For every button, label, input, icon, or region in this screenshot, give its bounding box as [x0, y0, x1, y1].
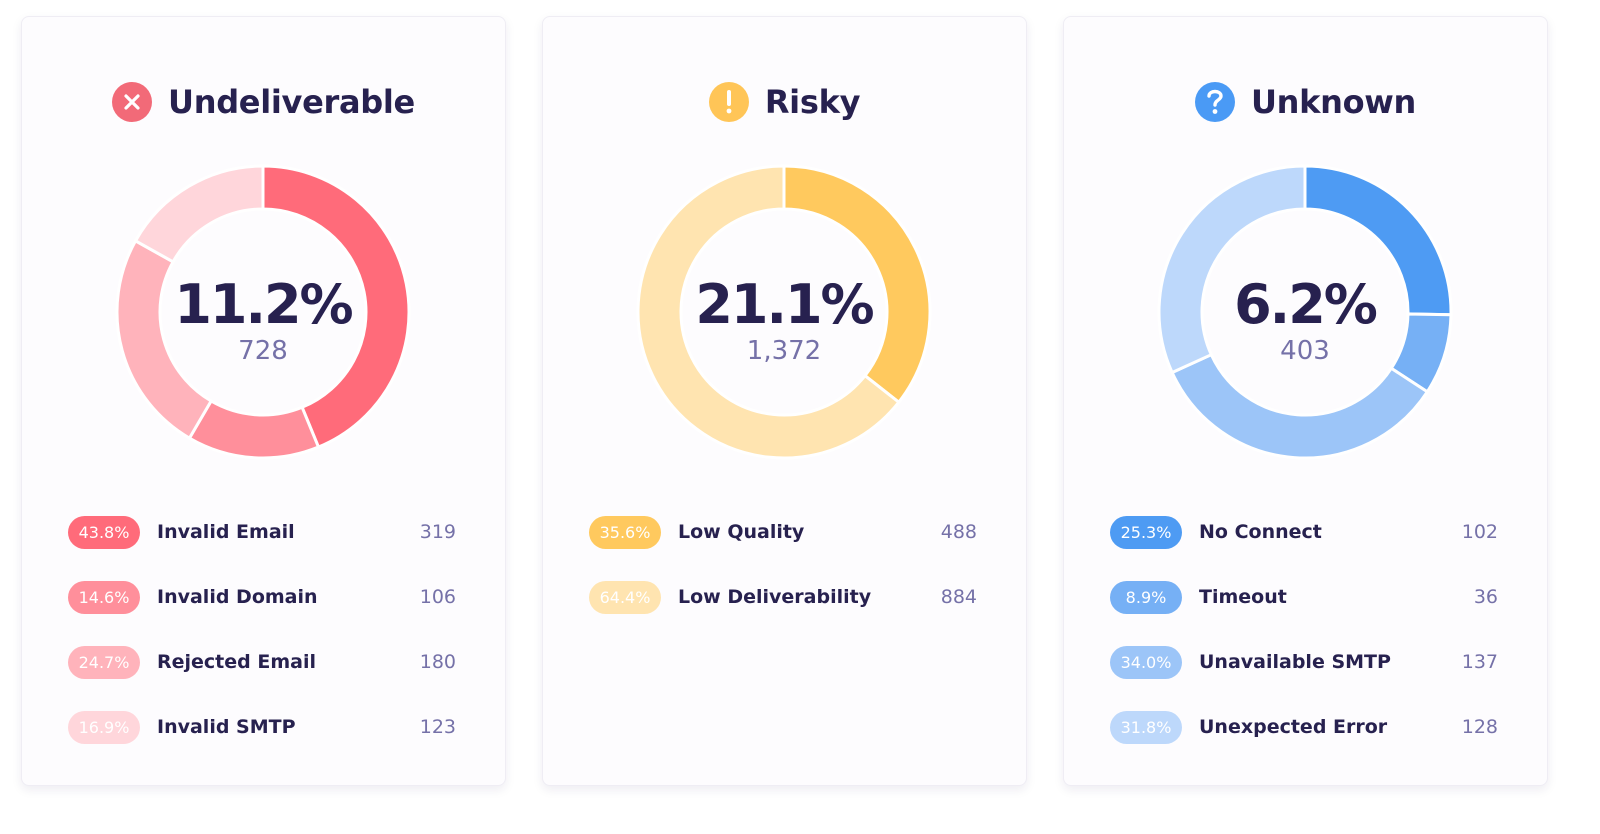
donut-segment	[636, 164, 901, 460]
unknown-card: Unknown 6.2% 403 25.3% No Connect 102 8.…	[1063, 16, 1548, 786]
legend-label: Invalid SMTP	[157, 716, 296, 738]
legend-label: Unavailable SMTP	[1199, 651, 1391, 673]
donut-chart: 21.1% 1,372	[629, 157, 939, 467]
legend-row: 31.8% Unexpected Error 128	[1110, 711, 1498, 745]
legend-label: Invalid Email	[157, 521, 295, 543]
legend-count: 137	[1461, 651, 1498, 673]
legend-row: 16.9% Invalid SMTP 123	[68, 711, 456, 745]
legend-count: 102	[1461, 521, 1498, 543]
risky-card: Risky 21.1% 1,372 35.6% Low Quality 488 …	[542, 16, 1027, 786]
legend-row: 64.4% Low Deliverability 884	[589, 581, 977, 615]
percent-badge: 25.3%	[1110, 516, 1182, 549]
legend-label: Timeout	[1199, 586, 1287, 608]
legend-count: 106	[419, 586, 456, 608]
legend-count: 319	[419, 521, 456, 543]
donut-chart: 11.2% 728	[108, 157, 418, 467]
legend-row: 25.3% No Connect 102	[1110, 516, 1498, 550]
legend-row: 35.6% Low Quality 488	[589, 516, 977, 550]
legend-row: 14.6% Invalid Domain 106	[68, 581, 456, 615]
percent-badge: 31.8%	[1110, 711, 1182, 744]
percent-badge: 34.0%	[1110, 646, 1182, 679]
legend-count: 36	[1473, 586, 1498, 608]
exclamation-circle-icon	[708, 82, 749, 122]
legend-label: Invalid Domain	[157, 586, 318, 608]
legend-row: 43.8% Invalid Email 319	[68, 516, 456, 550]
card-header: Undeliverable	[22, 79, 505, 125]
percent-badge: 35.6%	[589, 516, 661, 549]
percent-badge: 8.9%	[1110, 581, 1182, 614]
legend-label: Unexpected Error	[1199, 716, 1388, 738]
percent-badge: 24.7%	[68, 646, 140, 679]
donut-percent: 11.2%	[174, 273, 353, 336]
legend-label: Rejected Email	[157, 651, 316, 673]
legend-count: 180	[419, 651, 456, 673]
percent-badge: 16.9%	[68, 711, 140, 744]
x-circle-icon	[112, 82, 153, 122]
donut-percent: 6.2%	[1234, 273, 1378, 336]
donut-count: 1,372	[746, 336, 822, 366]
donut-segment	[782, 164, 932, 405]
card-header: Unknown	[1064, 79, 1547, 125]
legend-count: 123	[419, 716, 456, 738]
card-title: Risky	[764, 83, 861, 121]
legend-row: 34.0% Unavailable SMTP 137	[1110, 646, 1498, 680]
legend-count: 884	[940, 586, 977, 608]
percent-badge: 43.8%	[68, 516, 140, 549]
donut-count: 728	[238, 336, 288, 366]
donut-segment	[1157, 164, 1307, 375]
legend-label: Low Quality	[678, 521, 805, 543]
legend-count: 488	[940, 521, 977, 543]
donut-segment	[261, 164, 411, 450]
undeliverable-card: Undeliverable 11.2% 728 43.8% Invalid Em…	[21, 16, 506, 786]
legend-row: 8.9% Timeout 36	[1110, 581, 1498, 615]
legend-label: Low Deliverability	[678, 586, 872, 608]
card-header: Risky	[543, 79, 1026, 125]
card-title: Undeliverable	[168, 83, 415, 121]
legend-label: No Connect	[1199, 521, 1322, 543]
donut-chart: 6.2% 403	[1150, 157, 1460, 467]
legend-row: 24.7% Rejected Email 180	[68, 646, 456, 680]
percent-badge: 64.4%	[589, 581, 661, 614]
card-title: Unknown	[1250, 83, 1417, 121]
donut-percent: 21.1%	[695, 273, 874, 336]
percent-badge: 14.6%	[68, 581, 140, 614]
question-circle-icon	[1194, 82, 1235, 122]
donut-count: 403	[1280, 336, 1330, 366]
legend-count: 128	[1461, 716, 1498, 738]
donut-segment	[133, 164, 265, 264]
